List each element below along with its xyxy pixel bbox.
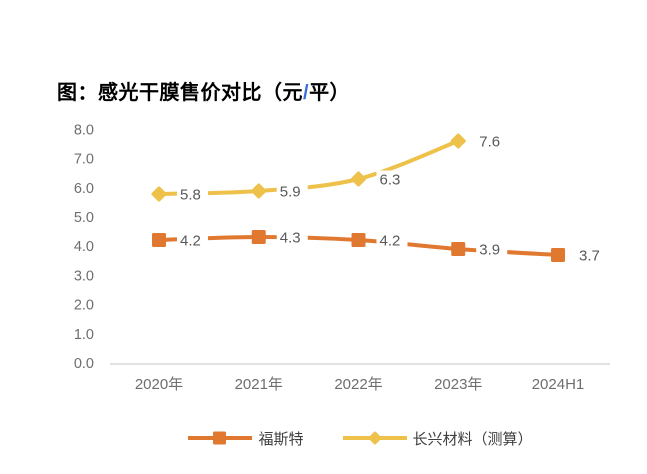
- series-1-diamond-marker: [450, 133, 466, 149]
- data-label: 7.6: [479, 134, 500, 151]
- chart-title: 图：感光干膜售价对比（元/平）: [57, 76, 350, 105]
- series-0-square-marker: [351, 233, 366, 247]
- chart-title-text: 图：感光干膜售价对比（元: [57, 82, 303, 104]
- legend-item-0: 福斯特: [187, 428, 304, 449]
- data-label: 4.2: [180, 233, 201, 250]
- legend-item-1: 长兴材料（测算）: [342, 428, 533, 449]
- y-axis-tick-label: 2.0: [74, 298, 94, 314]
- data-label-bg: [576, 246, 607, 264]
- x-axis-tick-label: 2022年: [334, 376, 382, 393]
- y-axis-tick-label: 5.0: [74, 210, 94, 226]
- data-label-bg: [177, 185, 208, 203]
- x-axis-tick-label: 2020年: [135, 376, 183, 393]
- chart-title-suffix: 平）: [309, 82, 351, 104]
- data-label: 3.9: [479, 242, 500, 259]
- series-0-square-marker: [551, 248, 565, 262]
- data-label-bg: [476, 132, 508, 150]
- y-axis-tick-label: 7.0: [74, 152, 94, 168]
- series-0-square-marker: [152, 233, 166, 247]
- x-axis-tick-label: 2021年: [235, 376, 283, 393]
- y-axis-tick-label: 4.0: [74, 239, 94, 255]
- data-label: 4.3: [280, 230, 301, 247]
- data-label-bg: [177, 231, 208, 249]
- data-label-bg: [376, 170, 408, 188]
- x-axis-tick-label: 2023年: [434, 376, 482, 393]
- y-axis-tick-label: 1.0: [74, 327, 94, 343]
- chart-legend: 福斯特 长兴材料（测算）: [110, 424, 610, 452]
- legend-label-0: 福斯特: [258, 430, 304, 448]
- legend-key-diamond-icon: [342, 431, 407, 445]
- data-label-bg: [276, 182, 308, 200]
- x-axis-tick-label: 2024H1: [532, 376, 585, 393]
- chart-title-slash: /: [303, 82, 310, 104]
- y-axis-tick-label: 0.0: [74, 356, 94, 372]
- legend-marker: [368, 431, 381, 445]
- legend-key-square-icon: [188, 431, 253, 445]
- data-label-bg: [376, 231, 408, 249]
- data-label: 5.8: [180, 187, 201, 204]
- series-0-square-marker: [451, 242, 466, 256]
- series-1-diamond-marker: [251, 183, 267, 199]
- y-axis-tick-label: 8.0: [74, 122, 94, 138]
- data-label: 6.3: [380, 172, 401, 189]
- legend-label-1: 长兴材料（测算）: [412, 430, 533, 448]
- data-label-bg: [476, 240, 508, 258]
- data-label: 3.7: [579, 248, 600, 265]
- series-0-square-marker: [251, 230, 266, 244]
- legend-marker: [213, 431, 227, 445]
- data-label: 5.9: [280, 184, 301, 201]
- series-1-diamond-marker: [151, 186, 167, 202]
- data-label-bg: [276, 228, 308, 246]
- data-label: 4.2: [380, 233, 401, 250]
- series-1-diamond-marker: [350, 171, 367, 187]
- y-axis-tick-label: 6.0: [74, 181, 94, 197]
- y-axis-tick-label: 3.0: [74, 268, 94, 284]
